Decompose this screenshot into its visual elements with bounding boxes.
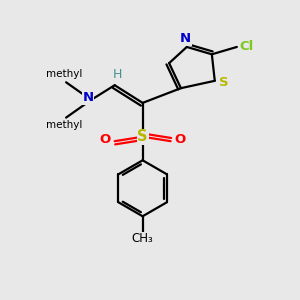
Text: O: O — [174, 133, 186, 146]
Text: methyl: methyl — [46, 120, 83, 130]
Text: methyl: methyl — [46, 69, 83, 79]
Text: N: N — [82, 91, 94, 104]
Text: H: H — [112, 68, 122, 80]
Text: O: O — [100, 133, 111, 146]
Text: S: S — [137, 129, 148, 144]
Text: CH₃: CH₃ — [132, 232, 154, 245]
Text: Cl: Cl — [239, 40, 254, 53]
Text: S: S — [219, 76, 229, 89]
Text: N: N — [180, 32, 191, 45]
